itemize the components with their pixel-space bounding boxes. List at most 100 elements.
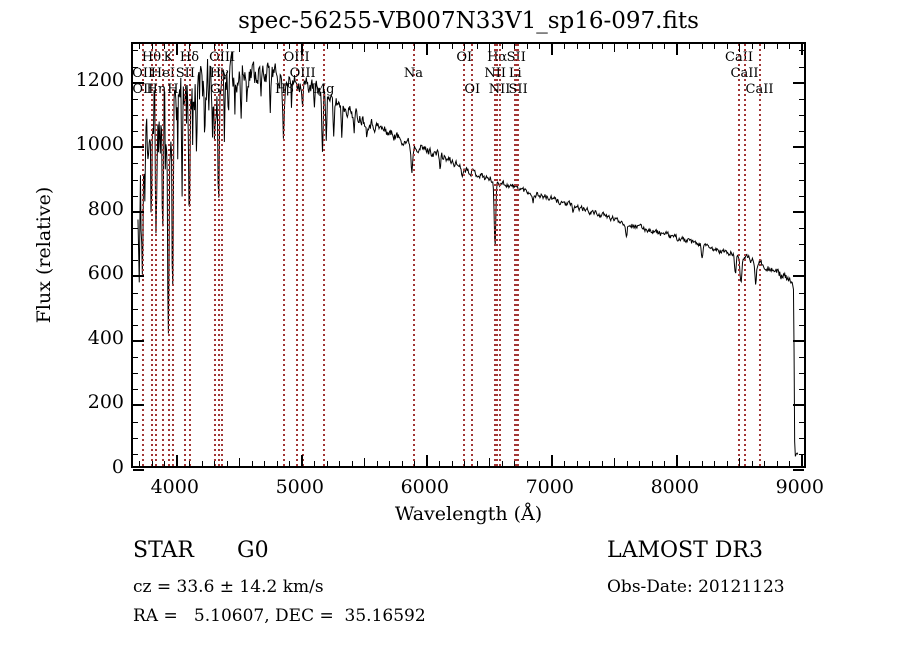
axis-tick [799,131,804,133]
spectral-line-marker [221,44,224,466]
axis-tick [464,461,466,466]
axis-tick [425,455,428,466]
axis-tick [175,44,178,55]
axis-tick [576,461,578,466]
axis-tick [550,455,553,466]
spectral-line-label: Na [403,66,424,81]
axis-tick [751,461,753,466]
axis-tick [799,421,804,423]
axis-tick [226,44,228,49]
spectral-line-label: Hγ [209,66,229,81]
axis-tick [214,461,216,466]
axis-tick [201,461,203,466]
axis-tick [133,81,144,84]
spectral-line-label: CaII [725,50,753,65]
axis-tick [799,195,804,197]
axis-tick [799,292,804,294]
axis-tick [589,44,591,49]
spectral-line-label: H [167,82,179,97]
axis-tick [776,461,778,466]
spectral-line-marker [218,44,221,466]
spectral-line-marker [301,44,304,466]
axis-tick [289,44,291,49]
axis-tick [133,469,144,471]
axis-tick [614,44,616,52]
spectrum-curve [137,51,799,457]
axis-tick [351,461,353,466]
axis-tick [651,44,653,49]
spectral-line-marker [738,44,740,466]
axis-tick [133,357,138,359]
object-class: STAR [133,538,194,563]
axis-tick [626,461,628,466]
axis-tick [133,131,138,133]
axis-tick [289,461,291,466]
axis-tick [564,44,566,49]
ra-dec-value: RA = 5.10607, DEC = 35.16592 [133,606,426,626]
axis-tick [425,44,428,55]
axis-tick [401,461,403,466]
axis-tick [133,404,144,407]
axis-tick [800,455,803,466]
spectral-line-marker [471,44,474,466]
axis-tick [539,461,541,466]
axis-tick [464,44,466,49]
axis-tick [739,44,741,52]
survey-name: LAMOST DR3 [607,538,763,563]
axis-tick [133,195,138,197]
spectral-line-marker [295,44,298,466]
axis-tick [326,461,328,466]
axis-tick [175,455,178,466]
spectral-line-marker [184,44,187,466]
axis-tick [799,389,804,391]
spectral-line-label: Hδ [179,50,200,65]
spectral-line-label: CaII [745,82,774,97]
axis-tick [133,389,138,391]
axis-tick [339,44,341,49]
axis-tick [764,44,766,49]
axis-tick [799,66,804,68]
axis-tick [133,244,138,246]
y-tick-label: 800 [87,197,124,220]
axis-tick [799,244,804,246]
axis-tick [476,44,478,49]
axis-tick [414,461,416,466]
axis-tick [376,44,378,49]
axis-tick [164,461,166,466]
axis-tick [726,44,728,49]
axis-tick [793,81,804,84]
spectral-line-label: OIII [283,50,310,65]
spectral-line-marker [150,44,153,466]
axis-tick [133,227,138,229]
axis-tick [793,146,804,149]
axis-tick [133,292,138,294]
spectral-line-marker [412,44,415,466]
axis-tick [764,461,766,466]
axis-tick [501,44,503,49]
cz-value: cz = 33.6 ± 14.2 km/s [133,577,324,597]
spectral-line-marker [167,44,170,466]
spectral-line-marker [283,44,286,466]
y-tick-label: 200 [87,391,124,414]
axis-tick [300,455,303,466]
axis-tick [799,179,804,181]
axis-tick [799,437,804,439]
spectral-line-marker [322,44,325,466]
spectral-line-label: SII [175,66,195,81]
spectral-line-label: Hβ [274,82,294,97]
axis-tick [675,44,678,55]
axis-tick [799,115,804,116]
axis-tick [133,115,138,116]
x-tick-label: 6000 [400,476,449,498]
axis-tick [726,461,728,466]
axis-tick [664,44,666,49]
y-tick-label: 1200 [75,68,124,91]
axis-tick [326,44,328,49]
spectral-line-marker [515,44,518,466]
axis-tick [776,44,778,49]
axis-tick [799,227,804,229]
axis-tick [799,373,804,375]
object-subclass: G0 [237,538,269,563]
axis-tick [799,308,804,310]
spectral-line-label: Mg [312,82,335,97]
